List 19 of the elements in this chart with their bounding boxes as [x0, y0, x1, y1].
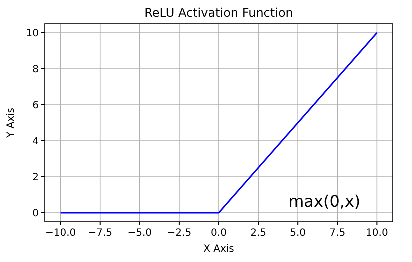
- x-tick-label: 5.0: [290, 228, 306, 239]
- y-tick-label: 8: [32, 64, 39, 76]
- x-tick-label: −7.5: [88, 228, 113, 239]
- y-tick-label: 10: [26, 28, 39, 40]
- y-tick-label: 2: [32, 172, 39, 184]
- x-tick-label: 0.0: [211, 228, 227, 239]
- chart-title: ReLU Activation Function: [144, 6, 294, 20]
- x-tick-label: 7.5: [330, 228, 346, 239]
- y-axis-title: Y Axis: [6, 108, 17, 140]
- y-tick-label: 4: [32, 136, 39, 148]
- x-axis-title: X Axis: [204, 244, 234, 255]
- x-tick-label: 10.0: [366, 228, 388, 239]
- x-tick-label: −5.0: [128, 228, 152, 239]
- x-tick-label: −10.0: [45, 228, 76, 239]
- y-tick-label: 0: [32, 208, 39, 220]
- x-tick-label: −2.5: [167, 228, 192, 239]
- annotation: max(0,x): [288, 192, 361, 211]
- y-tick-label: 6: [32, 100, 39, 112]
- x-tick-label: 2.5: [250, 228, 266, 239]
